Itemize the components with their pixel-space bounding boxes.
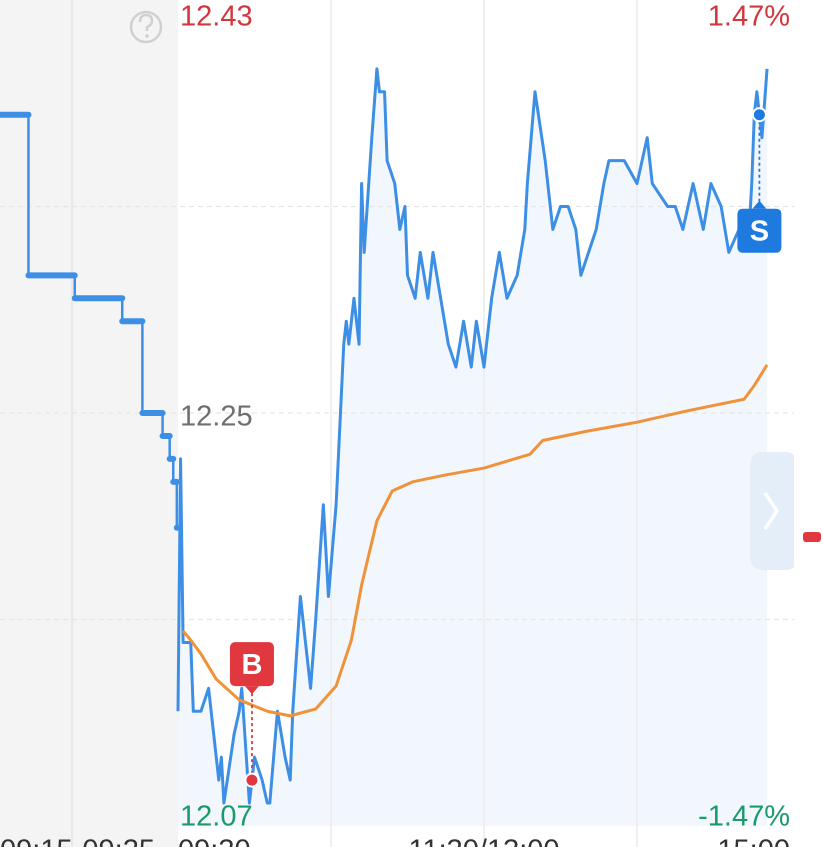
- trade-badge: [229, 642, 274, 687]
- expand-bg: [750, 452, 798, 570]
- y-tick-label: 12.43: [180, 1, 253, 33]
- trade-point: [751, 107, 767, 123]
- help-glyph: [138, 13, 154, 31]
- y2-tick-label: -1.47%: [698, 801, 790, 833]
- y-tick-label: 12.25: [180, 401, 253, 433]
- x-tick-label: 09:25: [82, 835, 155, 847]
- x-tick-label: 09:15: [0, 835, 73, 847]
- side-strip-bg: [794, 0, 823, 847]
- session-background: [0, 0, 178, 847]
- price-area: [178, 68, 768, 826]
- side-strip: [794, 0, 823, 847]
- trade-pointer: [752, 200, 767, 209]
- average-line: [181, 364, 769, 718]
- expand-button[interactable]: [750, 452, 798, 570]
- data: [0, 67, 782, 805]
- x-tick-label: 11:30/13:00: [408, 835, 559, 847]
- y-tick-label: 12.07: [180, 801, 253, 833]
- trade-badge: [737, 208, 782, 253]
- trade-point: [244, 772, 260, 788]
- help-dot: [145, 34, 149, 38]
- trade-pointer: [244, 686, 259, 695]
- trade-label: S: [750, 215, 769, 247]
- y2-tick-label: 1.47%: [708, 1, 790, 33]
- x-tick-label: 15:00: [717, 835, 790, 847]
- x-tick-label: 09:30: [178, 835, 251, 847]
- side-indicator: [803, 532, 821, 542]
- price-line: [176, 67, 769, 805]
- help-circle: [129, 10, 163, 44]
- help-icon[interactable]: [129, 10, 163, 44]
- labels: 09:15 09:25 12.07 12.25 12.43 -1.47% 1.47% B S 09…: [0, 1, 790, 847]
- expand-arrow: [763, 492, 780, 530]
- trade-label: B: [241, 649, 262, 681]
